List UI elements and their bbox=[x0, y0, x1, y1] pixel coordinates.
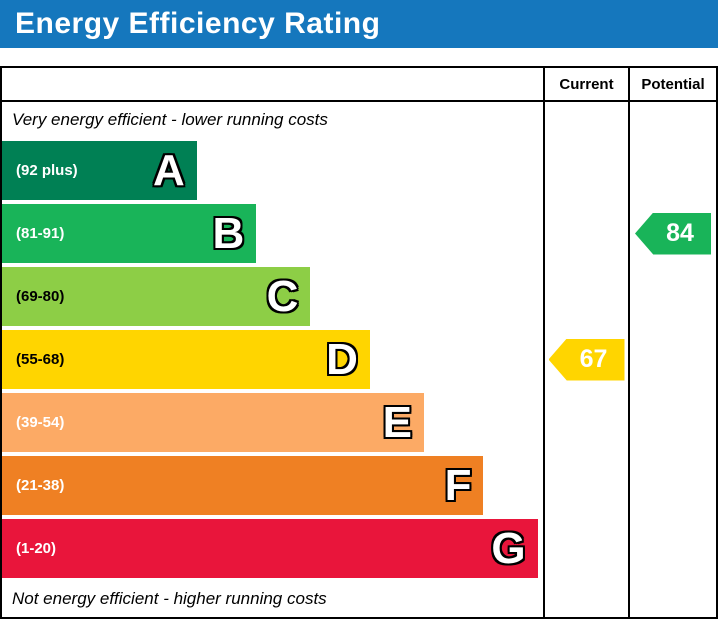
current-row-a bbox=[545, 141, 628, 200]
bands-area: (92 plus) A (81-91) B (69-80) C (55-68) D (39-54… bbox=[2, 138, 543, 581]
current-bottom-spacer bbox=[545, 581, 628, 617]
band-bar-c: (69-80) C bbox=[2, 267, 311, 326]
band-range-label: (55-68) bbox=[16, 351, 65, 368]
current-column: Current 67 bbox=[543, 68, 628, 617]
current-top-spacer bbox=[545, 102, 628, 138]
band-letter: D bbox=[326, 334, 358, 384]
current-rating-pointer: 67 bbox=[548, 338, 625, 381]
potential-row-f bbox=[630, 456, 716, 515]
current-rows: 67 bbox=[545, 138, 628, 581]
band-bar-g: (1-20) G bbox=[2, 519, 538, 578]
potential-column: Potential 84 bbox=[628, 68, 716, 617]
band-range-label: (92 plus) bbox=[16, 162, 78, 179]
potential-row-c bbox=[630, 267, 716, 326]
potential-row-d bbox=[630, 330, 716, 389]
band-row-c: (69-80) C bbox=[2, 267, 543, 326]
current-row-b bbox=[545, 204, 628, 263]
band-bar-f: (21-38) F bbox=[2, 456, 484, 515]
potential-row-a bbox=[630, 141, 716, 200]
band-range-label: (81-91) bbox=[16, 225, 65, 242]
band-letter: A bbox=[152, 145, 185, 195]
band-letter: B bbox=[212, 208, 245, 258]
current-row-g bbox=[545, 519, 628, 578]
band-letter: G bbox=[491, 523, 526, 573]
page-title-bar: Energy Efficiency Rating bbox=[0, 0, 718, 48]
current-row-f bbox=[545, 456, 628, 515]
potential-rows: 84 bbox=[630, 138, 716, 581]
potential-row-e bbox=[630, 393, 716, 452]
bottom-note: Not energy efficient - higher running co… bbox=[12, 589, 327, 608]
band-range-label: (39-54) bbox=[16, 414, 65, 431]
band-range-label: (21-38) bbox=[16, 477, 65, 494]
band-range-label: (69-80) bbox=[16, 288, 65, 305]
band-row-a: (92 plus) A bbox=[2, 141, 543, 200]
potential-row-b: 84 bbox=[630, 204, 716, 263]
potential-top-spacer bbox=[630, 102, 716, 138]
band-row-e: (39-54) E bbox=[2, 393, 543, 452]
current-header: Current bbox=[545, 68, 628, 102]
potential-row-g bbox=[630, 519, 716, 578]
band-letter: F bbox=[444, 460, 472, 510]
potential-header: Potential bbox=[630, 68, 716, 102]
band-row-f: (21-38) F bbox=[2, 456, 543, 515]
potential-rating-pointer: 84 bbox=[635, 212, 711, 255]
band-range-label: (1-20) bbox=[16, 540, 57, 557]
current-row-e bbox=[545, 393, 628, 452]
current-row-c bbox=[545, 267, 628, 326]
main-header-cell bbox=[2, 68, 543, 102]
band-bar-b: (81-91) B bbox=[2, 204, 257, 263]
epc-chart: Very energy efficient - lower running co… bbox=[0, 66, 718, 619]
bands-column: Very energy efficient - lower running co… bbox=[2, 68, 543, 617]
potential-bottom-spacer bbox=[630, 581, 716, 617]
current-row-d: 67 bbox=[545, 330, 628, 389]
band-row-g: (1-20) G bbox=[2, 519, 543, 578]
band-bar-d: (55-68) D bbox=[2, 330, 370, 389]
page-title: Energy Efficiency Rating bbox=[15, 7, 381, 40]
band-row-b: (81-91) B bbox=[2, 204, 543, 263]
band-bar-e: (39-54) E bbox=[2, 393, 424, 452]
band-row-d: (55-68) D bbox=[2, 330, 543, 389]
top-note: Very energy efficient - lower running co… bbox=[12, 110, 328, 129]
band-letter: E bbox=[382, 397, 412, 447]
band-letter: C bbox=[266, 271, 299, 321]
band-bar-a: (92 plus) A bbox=[2, 141, 197, 200]
